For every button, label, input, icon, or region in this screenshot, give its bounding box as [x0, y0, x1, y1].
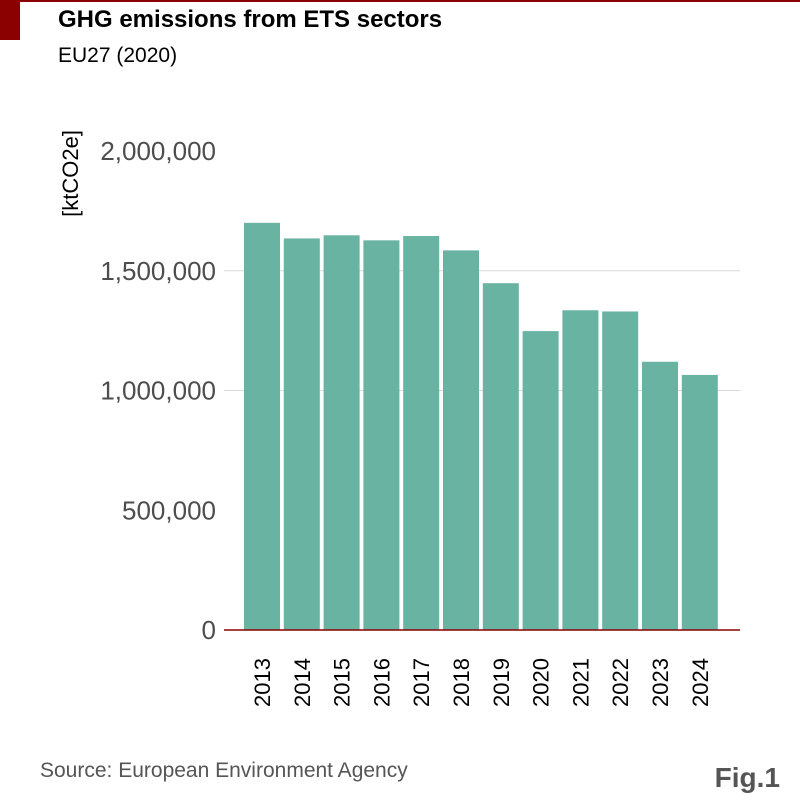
bar-2022 — [602, 311, 639, 630]
bar-2020 — [522, 331, 559, 630]
x-tick-label: 2024 — [688, 658, 713, 707]
bar-2014 — [283, 238, 320, 631]
y-tick-label: 0 — [202, 615, 216, 645]
y-tick-label: 2,000,000 — [100, 136, 216, 166]
bar-2024 — [681, 374, 718, 630]
y-tick-label: 1,500,000 — [100, 256, 216, 286]
x-tick-label: 2015 — [330, 658, 355, 707]
bar-2017 — [403, 236, 440, 630]
x-tick-label: 2017 — [409, 658, 434, 707]
bar-2016 — [363, 240, 400, 630]
source-note: Source: European Environment Agency — [40, 759, 408, 782]
x-tick-label: 2013 — [250, 658, 275, 707]
y-axis-label: [ktCO2e] — [58, 130, 83, 217]
y-tick-label: 1,000,000 — [100, 376, 216, 406]
x-tick-label: 2023 — [648, 658, 673, 707]
bar-2015 — [323, 235, 360, 630]
bar-2021 — [562, 310, 599, 630]
x-tick-label: 2016 — [369, 658, 394, 707]
chart-subtitle: EU27 (2020) — [58, 44, 178, 67]
corner-accent-block — [0, 0, 20, 40]
chart-title: GHG emissions from ETS sectors — [58, 6, 443, 33]
bar-2013 — [244, 222, 280, 630]
bar-2019 — [482, 283, 519, 630]
x-tick-label: 2018 — [449, 658, 474, 707]
figure-label: Fig.1 — [714, 762, 780, 793]
x-tick-label: 2014 — [290, 658, 315, 707]
top-accent-rule — [0, 0, 800, 2]
x-tick-label: 2019 — [489, 658, 514, 707]
y-tick-label: 500,000 — [122, 495, 216, 525]
x-tick-label: 2020 — [529, 658, 554, 707]
bar-2023 — [642, 361, 678, 630]
x-tick-label: 2022 — [608, 658, 633, 707]
x-tick-label: 2021 — [568, 658, 593, 707]
bar-2018 — [443, 250, 479, 630]
